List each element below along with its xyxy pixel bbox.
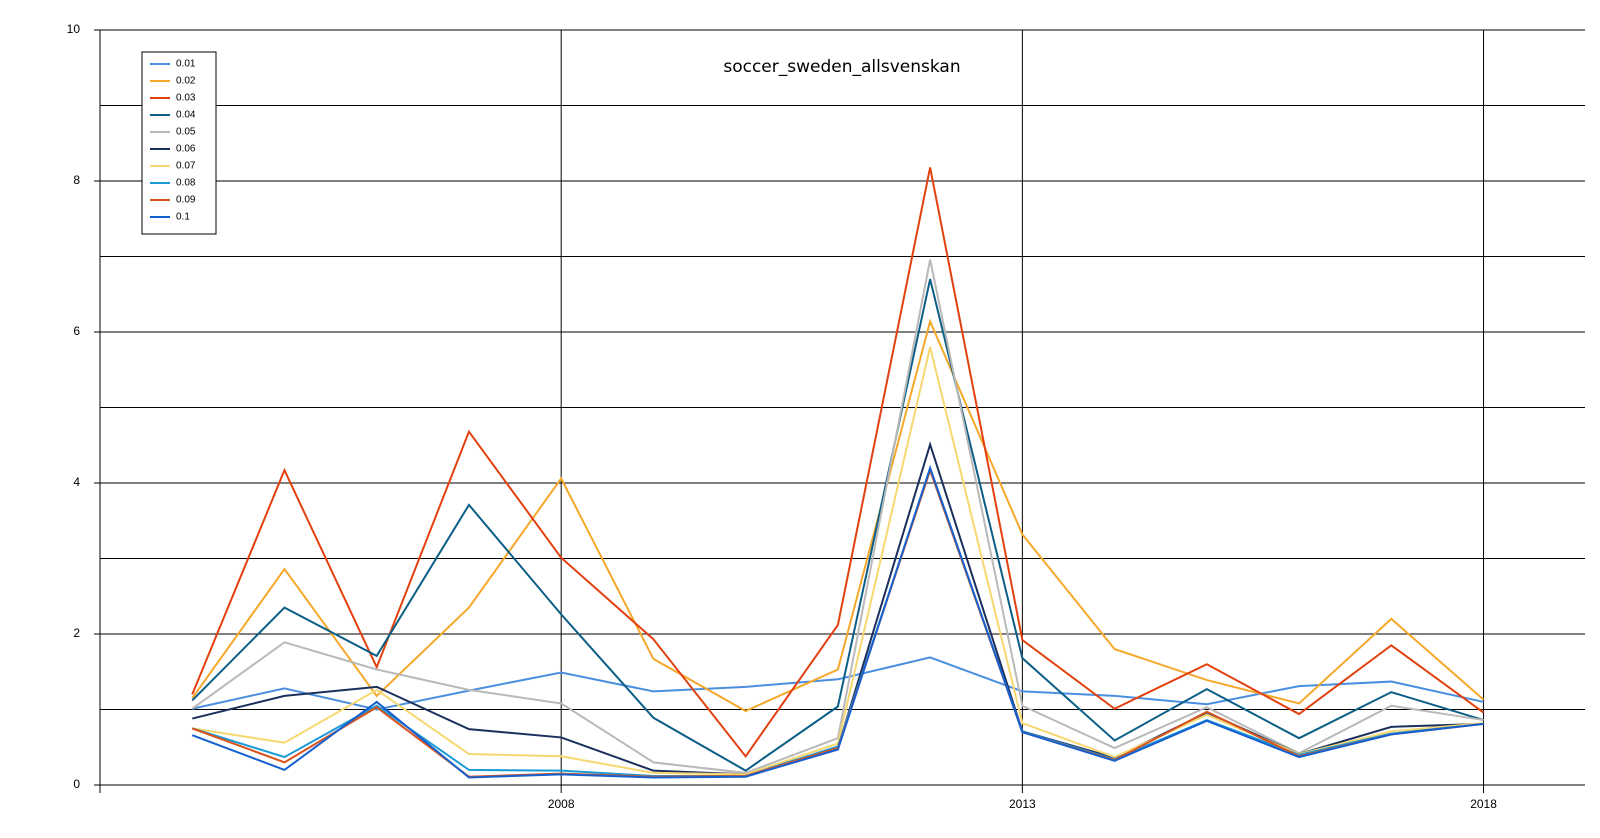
series-line bbox=[191, 441, 1484, 776]
series-line bbox=[191, 464, 1484, 779]
y-tick-label: 6 bbox=[73, 324, 80, 338]
x-tick-label: 2008 bbox=[548, 797, 575, 811]
series-line bbox=[192, 656, 1484, 711]
legend-label: 0.05 bbox=[176, 127, 196, 138]
legend-label: 0.07 bbox=[176, 161, 196, 172]
series-line bbox=[191, 167, 1485, 758]
y-tick-label: 10 bbox=[67, 22, 81, 36]
x-tick-label: 2018 bbox=[1470, 797, 1497, 811]
legend-label: 0.02 bbox=[176, 76, 196, 87]
series-line bbox=[191, 318, 1485, 713]
legend-label: 0.1 bbox=[176, 212, 190, 223]
legend-label: 0.06 bbox=[176, 144, 196, 155]
y-tick-label: 4 bbox=[73, 475, 80, 489]
x-tick-label: 2013 bbox=[1009, 797, 1036, 811]
legend-box bbox=[141, 51, 217, 235]
legend-label: 0.03 bbox=[176, 93, 196, 104]
legend-label: 0.08 bbox=[176, 178, 196, 189]
y-tick-label: 8 bbox=[73, 173, 80, 187]
grid bbox=[100, 29, 1585, 786]
legend-label: 0.01 bbox=[176, 59, 196, 70]
series-line bbox=[191, 259, 1484, 774]
legend-label: 0.09 bbox=[176, 195, 196, 206]
chart-title: soccer_sweden_allsvenskan bbox=[723, 57, 960, 77]
series-line bbox=[191, 278, 1484, 772]
y-tick-label: 0 bbox=[73, 777, 80, 791]
y-tick-label: 2 bbox=[73, 626, 80, 640]
legend-label: 0.04 bbox=[176, 110, 196, 121]
